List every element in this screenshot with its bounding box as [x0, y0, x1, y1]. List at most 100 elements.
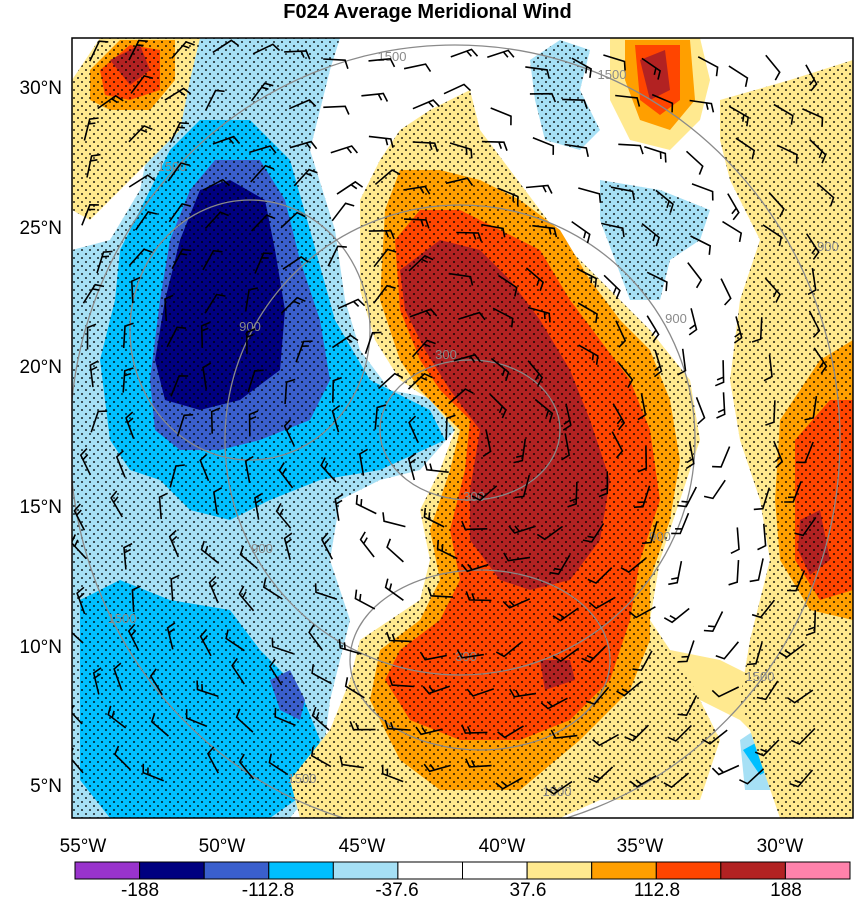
wind-barb: [646, 271, 668, 292]
wind-barb: [637, 446, 648, 473]
wind-barb: [423, 763, 452, 773]
lat-label: 15°N: [20, 497, 62, 518]
wind-barb: [337, 298, 366, 310]
wind-barb: [722, 220, 743, 243]
wind-barb: [107, 705, 127, 729]
wind-barb: [641, 521, 658, 545]
wind-barb: [641, 222, 661, 247]
wind-barb: [158, 492, 168, 520]
wind-barb: [571, 220, 591, 244]
wind-barb: [757, 523, 767, 551]
wind-barb: [170, 574, 180, 602]
wind-barb: [502, 598, 531, 609]
wind-barb: [167, 162, 190, 182]
wind-barb: [311, 706, 330, 731]
wind-barb: [807, 267, 817, 296]
wind-barb: [508, 525, 536, 534]
wind-barb: [482, 429, 492, 457]
wind-barb: [671, 512, 690, 535]
wind-barb: [458, 311, 486, 321]
wind-barb: [465, 591, 492, 602]
wind-barb: [449, 142, 473, 159]
wind-barb: [358, 448, 369, 476]
wind-barb: [688, 308, 698, 336]
wind-barb: [549, 554, 571, 575]
wind-barb: [764, 277, 781, 303]
wind-barb: [381, 764, 404, 783]
wind-barb: [231, 657, 245, 685]
wind-barb: [756, 680, 779, 701]
wind-barb: [204, 211, 229, 229]
wind-barb: [448, 388, 474, 405]
wind-barb: [445, 177, 474, 187]
wind-barb: [715, 641, 740, 660]
wind-barb: [720, 278, 732, 306]
wind-barb: [200, 540, 220, 564]
lon-label: 55°W: [60, 836, 107, 857]
wind-barb: [728, 560, 740, 586]
height-contour-label: 1500: [158, 159, 187, 174]
wind-barb: [368, 229, 395, 240]
wind-barb: [403, 218, 430, 229]
wind-barb: [113, 745, 132, 771]
wind-barb: [578, 344, 599, 365]
wind-barb: [128, 248, 153, 267]
wind-barb: [86, 323, 97, 350]
colorbar-label: 112.8: [634, 880, 680, 900]
wind-barb: [331, 404, 341, 433]
wind-barb: [490, 357, 510, 382]
wind-barb: [115, 450, 126, 478]
wind-barb: [411, 339, 436, 358]
wind-barb: [284, 50, 311, 60]
wind-barb: [225, 629, 245, 652]
wind-barb: [170, 40, 195, 59]
wind-barb: [73, 503, 86, 531]
wind-barb: [540, 697, 568, 710]
wind-barb: [122, 322, 134, 349]
wind-barb: [751, 599, 776, 619]
wind-barb: [412, 141, 439, 152]
wind-barb: [127, 623, 140, 652]
wind-barb: [776, 144, 798, 164]
wind-barb: [384, 578, 404, 601]
wind-barb: [373, 284, 396, 304]
wind-barb: [667, 724, 692, 742]
wind-barb: [422, 685, 451, 695]
wind-barb: [274, 707, 296, 727]
wind-barb: [320, 457, 337, 483]
wind-barb: [624, 724, 650, 742]
wind-barb: [185, 709, 208, 728]
wind-barb: [409, 308, 438, 318]
wind-barb: [382, 512, 406, 528]
wind-barb: [562, 98, 588, 109]
colorbar-swatch: [74, 861, 141, 880]
wind-barb: [786, 570, 806, 592]
wind-barb: [754, 739, 780, 757]
wind-barb: [790, 727, 816, 746]
wind-barb: [249, 145, 277, 154]
lat-label: 10°N: [20, 637, 62, 658]
wind-barb: [176, 413, 194, 437]
wind-barb: [804, 395, 818, 421]
wind-barb: [786, 689, 814, 704]
wind-barb: [248, 410, 259, 437]
lat-label: 20°N: [20, 357, 62, 378]
height-contour-label: 900: [817, 239, 839, 254]
wind-barb: [489, 393, 507, 419]
wind-barb: [456, 231, 483, 242]
map-frame: [71, 37, 854, 819]
wind-barb: [466, 688, 495, 697]
wind-barb: [749, 558, 764, 583]
height-contour-900-west: [129, 199, 371, 461]
wind-barb: [202, 178, 231, 191]
wind-barb: [327, 245, 347, 267]
wind-barb: [816, 182, 835, 207]
wind-barb: [611, 431, 624, 459]
wind-barb: [561, 433, 571, 461]
wind-barb: [244, 455, 254, 483]
wind-barb: [170, 375, 189, 397]
wind-barb: [753, 487, 771, 511]
wind-barb: [205, 89, 225, 111]
wind-barb: [615, 94, 641, 107]
